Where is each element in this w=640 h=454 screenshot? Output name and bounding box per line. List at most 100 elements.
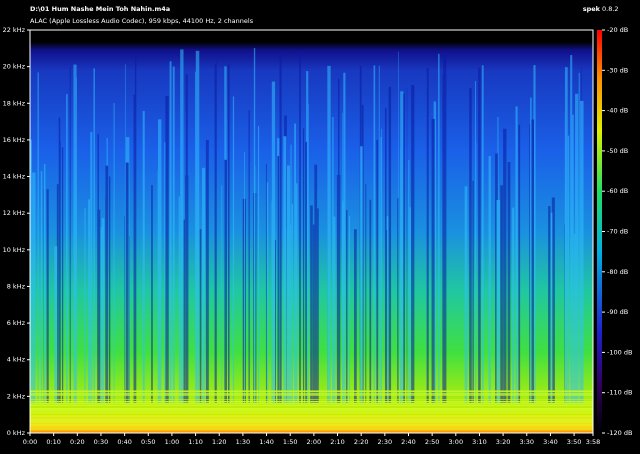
- texture-line: [30, 416, 593, 418]
- texture-stripe: [360, 146, 363, 403]
- texture-stripe: [336, 175, 341, 403]
- texture-line: [30, 395, 593, 396]
- texture-stripe: [317, 208, 319, 403]
- texture-stripe: [384, 107, 387, 403]
- texture-stripe: [90, 131, 93, 404]
- texture-stripe: [288, 225, 292, 403]
- texture-stripe: [475, 80, 476, 404]
- texture-stripe: [577, 213, 579, 403]
- color-tick-label: -100 dB: [607, 348, 632, 356]
- texture-stripe: [512, 207, 515, 403]
- x-tick-label: 1:30: [236, 438, 251, 446]
- texture-line: [30, 429, 593, 431]
- texture-line: [30, 401, 593, 402]
- texture-line: [30, 393, 593, 395]
- y-tick-label: 20 kHz: [3, 63, 26, 71]
- texture-stripe: [518, 124, 521, 404]
- texture-stripe: [469, 88, 472, 404]
- texture-stripe: [530, 97, 532, 403]
- texture-stripe: [533, 65, 536, 404]
- texture-line: [30, 393, 593, 394]
- texture-stripe: [332, 216, 336, 403]
- texture-stripe: [124, 64, 126, 403]
- texture-stripe: [133, 94, 137, 404]
- texture-stripe: [386, 216, 389, 403]
- texture-stripe: [472, 180, 474, 403]
- texture-stripe: [503, 128, 507, 403]
- texture-stripe: [248, 110, 250, 404]
- texture-line: [30, 422, 593, 424]
- texture-stripe: [158, 119, 162, 404]
- texture-stripe: [548, 206, 551, 403]
- texture-stripe: [221, 185, 223, 403]
- texture-stripe: [411, 84, 415, 404]
- x-tick-label: 2:30: [378, 438, 393, 446]
- texture-stripe: [290, 144, 292, 403]
- x-tick-label: 0:20: [70, 438, 85, 446]
- texture-stripe: [254, 166, 256, 403]
- texture-stripe: [93, 68, 95, 404]
- color-tick-label: -40 dB: [607, 107, 628, 115]
- texture-stripe: [306, 71, 309, 403]
- texture-stripe: [105, 197, 106, 403]
- texture-stripe: [37, 72, 39, 403]
- y-tick-label: 4 kHz: [7, 356, 26, 364]
- color-bar: [597, 30, 602, 433]
- y-tick-label: 16 kHz: [3, 136, 26, 144]
- color-tick-label: -110 dB: [607, 389, 632, 397]
- texture-line: [30, 425, 593, 426]
- texture-stripe: [54, 246, 58, 403]
- color-tick-label: -120 dB: [607, 429, 632, 437]
- texture-stripe: [343, 72, 346, 403]
- x-tick-label: 2:10: [330, 438, 345, 446]
- texture-line: [30, 390, 593, 392]
- texture-stripe: [397, 198, 399, 403]
- x-tick-label: 3:10: [472, 438, 487, 446]
- texture-stripe: [386, 229, 388, 403]
- texture-stripe: [73, 64, 77, 403]
- x-tick-label: 3:20: [496, 438, 511, 446]
- texture-stripe: [180, 49, 184, 404]
- x-tick-label: 1:50: [283, 438, 298, 446]
- texture-stripe: [165, 96, 169, 403]
- texture-stripe: [101, 218, 105, 403]
- texture-stripe: [378, 65, 380, 403]
- texture-stripe: [442, 74, 444, 403]
- y-tick-label: 0 kHz: [7, 429, 26, 437]
- texture-stripe: [578, 72, 580, 404]
- texture-stripe: [302, 128, 305, 403]
- texture-stripe: [113, 103, 115, 403]
- texture-stripe: [201, 167, 206, 403]
- x-tick-label: 3:58: [586, 438, 601, 446]
- texture-stripe: [332, 117, 334, 403]
- color-tick-label: -70 dB: [607, 228, 628, 236]
- texture-stripe: [308, 103, 309, 403]
- texture-stripe: [30, 139, 33, 403]
- texture-stripe: [299, 49, 301, 403]
- texture-line: [30, 409, 593, 410]
- texture-line: [30, 410, 593, 412]
- texture-stripe: [61, 147, 64, 403]
- texture-stripe: [381, 128, 383, 403]
- color-tick-label: -20 dB: [607, 26, 628, 34]
- texture-stripe: [194, 71, 196, 404]
- file-title: D:\01 Hum Nashe Mein Toh Nahin.m4a: [30, 5, 170, 13]
- texture-stripe: [495, 153, 498, 403]
- texture-stripe: [75, 77, 77, 403]
- texture-stripe: [172, 66, 175, 403]
- texture-stripe: [496, 200, 501, 403]
- texture-stripe: [244, 151, 245, 403]
- texture-stripe: [58, 117, 61, 403]
- color-tick-label: -30 dB: [607, 66, 628, 74]
- texture-stripe: [464, 186, 468, 403]
- texture-stripe: [257, 126, 260, 403]
- texture-stripe: [228, 63, 230, 403]
- y-tick-label: 12 kHz: [3, 209, 26, 217]
- texture-stripe: [500, 185, 503, 403]
- x-tick-label: 0:10: [46, 438, 61, 446]
- texture-line: [30, 391, 593, 392]
- texture-stripe: [433, 101, 437, 404]
- texture-stripe: [361, 104, 364, 403]
- texture-stripe: [108, 176, 111, 403]
- x-tick-label: 0:40: [117, 438, 132, 446]
